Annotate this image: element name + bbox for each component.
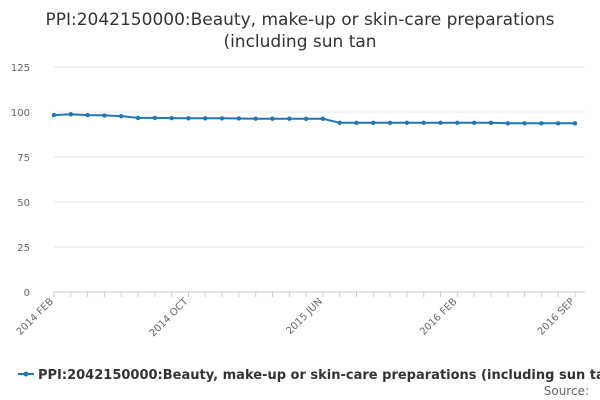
chart-title-line-2: (including sun tan bbox=[223, 32, 376, 52]
data-point[interactable] bbox=[85, 112, 90, 118]
data-point[interactable] bbox=[303, 116, 309, 122]
data-point[interactable] bbox=[320, 116, 326, 122]
data-point[interactable] bbox=[287, 116, 292, 121]
y-tick-label: 0 bbox=[24, 288, 30, 299]
data-point[interactable] bbox=[555, 121, 561, 126]
y-tick-label: 50 bbox=[17, 198, 30, 209]
data-point[interactable] bbox=[455, 120, 460, 126]
x-axis-ticks: 2014 FEB 2014 OCT 2015 JUN 2016 FEB 2016 SEP bbox=[15, 292, 577, 339]
data-point[interactable] bbox=[522, 121, 527, 126]
data-point[interactable] bbox=[68, 112, 74, 117]
data-point[interactable] bbox=[471, 120, 477, 126]
x-tick-label: 2014 OCT bbox=[148, 296, 191, 339]
data-point[interactable] bbox=[488, 120, 494, 126]
y-tick-label: 25 bbox=[17, 243, 30, 254]
data-point[interactable] bbox=[371, 120, 376, 126]
data-point[interactable] bbox=[135, 115, 141, 121]
x-tick-label: 2014 FEB bbox=[15, 296, 57, 338]
data-point[interactable] bbox=[572, 121, 578, 126]
x-tick-label: 2016 SEP bbox=[536, 296, 577, 337]
chart-title-line-1: PPI:2042150000:Beauty, make-up or skin-c… bbox=[45, 10, 554, 30]
data-point[interactable] bbox=[236, 116, 242, 121]
y-tick-label: 75 bbox=[17, 153, 30, 164]
data-point[interactable] bbox=[505, 121, 510, 126]
data-point[interactable] bbox=[119, 113, 124, 119]
data-point[interactable] bbox=[387, 120, 393, 126]
y-axis-ticks: 0 25 50 75 100 125 bbox=[11, 63, 30, 299]
data-point[interactable] bbox=[203, 116, 208, 121]
y-tick-label: 100 bbox=[11, 108, 30, 119]
legend[interactable]: PPI:2042150000:Beauty, make-up or skin-c… bbox=[18, 368, 600, 383]
x-tick-label: 2015 JUN bbox=[284, 296, 325, 337]
series-line bbox=[53, 113, 575, 125]
data-point[interactable] bbox=[354, 120, 359, 126]
y-tick-label: 125 bbox=[11, 63, 30, 74]
data-point[interactable] bbox=[51, 112, 57, 118]
chart-title: PPI:2042150000:Beauty, make-up or skin-c… bbox=[45, 10, 554, 52]
source-label: Source: bbox=[544, 384, 589, 398]
legend-label: PPI:2042150000:Beauty, make-up or skin-c… bbox=[38, 368, 600, 383]
x-tick-label: 2016 FEB bbox=[418, 296, 460, 338]
data-point[interactable] bbox=[169, 115, 174, 121]
series-points bbox=[51, 112, 578, 126]
data-point[interactable] bbox=[102, 113, 107, 118]
data-point[interactable] bbox=[219, 116, 225, 121]
legend-swatch-marker bbox=[23, 371, 29, 377]
y-gridlines bbox=[54, 66, 585, 248]
data-point[interactable] bbox=[337, 120, 342, 126]
data-point[interactable] bbox=[539, 121, 544, 126]
data-point[interactable] bbox=[421, 120, 426, 126]
data-point[interactable] bbox=[404, 120, 410, 126]
data-point[interactable] bbox=[186, 116, 191, 121]
data-point[interactable] bbox=[270, 116, 275, 121]
data-point[interactable] bbox=[438, 120, 443, 126]
data-point[interactable] bbox=[253, 116, 258, 121]
data-point[interactable] bbox=[152, 115, 158, 121]
